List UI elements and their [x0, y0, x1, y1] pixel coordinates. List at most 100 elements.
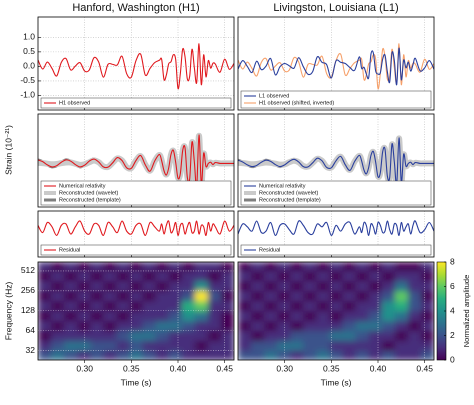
- heatmap-cell: [77, 350, 91, 360]
- heatmap-cell: [303, 320, 317, 332]
- heatmap-cell: [290, 290, 304, 302]
- heatmap-cell: [129, 280, 143, 292]
- heatmap-cell: [316, 300, 330, 312]
- heatmap-cell: [251, 330, 265, 342]
- heatmap-cell: [355, 340, 370, 351]
- heatmap-cell: [316, 270, 330, 282]
- heatmap-cell: [103, 270, 117, 282]
- heatmap-cell: [168, 270, 183, 282]
- heatmap-cell: [129, 340, 143, 351]
- heatmap-cell: [155, 320, 170, 332]
- heatmap-cell: [303, 330, 317, 342]
- legend-box: [240, 180, 432, 206]
- heatmap-cell: [64, 300, 78, 312]
- heatmap-cell: [155, 262, 170, 272]
- series-group: [238, 220, 434, 236]
- heatmap-cell: [407, 290, 422, 302]
- heatmap-cell: [194, 262, 209, 272]
- heatmap-cell: [90, 270, 104, 282]
- series-line: [238, 43, 434, 90]
- heatmap-cell: [381, 350, 396, 360]
- heatmap-cell: [116, 310, 130, 322]
- heatmap-cell: [38, 270, 52, 282]
- heatmap-cell: [303, 262, 317, 272]
- heatmap-cells: [38, 262, 234, 360]
- legend-label: Numerical relativity: [59, 183, 106, 189]
- heatmap-cell: [116, 290, 130, 302]
- heatmap-cell: [264, 320, 278, 332]
- heatmap-cell: [220, 310, 234, 322]
- heatmap-cell: [181, 290, 196, 302]
- heatmap-cell: [329, 300, 343, 312]
- heatmap-cell: [264, 330, 278, 342]
- heatmap-cell: [194, 300, 209, 312]
- x-tick-label: 0.45: [216, 363, 233, 373]
- series-line: [38, 220, 234, 236]
- y-tick-label: 512: [21, 265, 35, 275]
- heatmap-cell: [355, 300, 370, 312]
- y-tick-label: 0.5: [23, 46, 35, 56]
- heatmap-cell: [38, 350, 52, 360]
- heatmap-cell: [420, 340, 434, 351]
- heatmap-cell: [407, 280, 422, 292]
- heatmap-cell: [181, 340, 196, 351]
- heatmap-cell: [103, 320, 117, 332]
- heatmap-cell: [38, 300, 52, 312]
- heatmap-cell: [420, 280, 434, 292]
- legend-box: [40, 180, 232, 206]
- heatmap-cell: [90, 350, 104, 360]
- heatmap-cell: [116, 340, 130, 351]
- panel-frame: [237, 261, 435, 361]
- legend-label: L1 observed: [259, 93, 289, 99]
- series-line: [38, 134, 234, 188]
- heatmap-cell: [181, 280, 196, 292]
- heatmap-cell: [194, 350, 209, 360]
- heatmap-cell: [77, 310, 91, 322]
- heatmap-cell: [220, 290, 234, 302]
- heatmap-cell: [420, 290, 434, 302]
- heatmap-cell: [303, 350, 317, 360]
- heatmap-cell: [168, 350, 183, 360]
- colorbar-label: Normalized amplitude: [462, 275, 471, 348]
- heatmap-cell: [420, 330, 434, 342]
- heatmap-cell: [251, 262, 265, 272]
- heatmap-cell: [64, 320, 78, 332]
- heatmap-cell: [116, 320, 130, 332]
- heatmap-cell: [381, 320, 396, 332]
- heatmap-cell: [329, 270, 343, 282]
- heatmap-cell: [368, 350, 383, 360]
- y-tick-label: 1.0: [23, 32, 35, 42]
- heatmap-cell: [103, 290, 117, 302]
- heatmap-cell: [329, 350, 343, 360]
- heatmap-cell: [238, 320, 252, 332]
- heatmap-cell: [342, 330, 356, 342]
- heatmap-cell: [368, 270, 383, 282]
- heatmap-cell: [181, 320, 196, 332]
- heatmap-cell: [142, 320, 156, 332]
- heatmap-cell: [251, 290, 265, 302]
- heatmap-cell: [238, 280, 252, 292]
- heatmap-cell: [90, 310, 104, 322]
- heatmap-cell: [64, 310, 78, 322]
- heatmap-cell: [264, 300, 278, 312]
- heatmap-cell: [155, 340, 170, 351]
- legend-box: [240, 90, 432, 109]
- heatmap-cell: [290, 262, 304, 272]
- heatmap-cell: [394, 262, 409, 272]
- heatmap-cell: [220, 320, 234, 332]
- heatmap-cell: [277, 280, 291, 292]
- heatmap-cell: [394, 280, 409, 292]
- heatmap-cell: [77, 320, 91, 332]
- heatmap-cell: [329, 340, 343, 351]
- series-line: [38, 43, 234, 90]
- heatmap-cell: [155, 330, 170, 342]
- heatmap-cell: [51, 300, 65, 312]
- heatmap-cell: [168, 300, 183, 312]
- heatmap-cell: [329, 280, 343, 292]
- heatmap-cells: [238, 262, 434, 360]
- heatmap-cell: [51, 350, 65, 360]
- heatmap-cell: [38, 310, 52, 322]
- heatmap-cell: [207, 320, 222, 332]
- heatmap-cell: [329, 310, 343, 322]
